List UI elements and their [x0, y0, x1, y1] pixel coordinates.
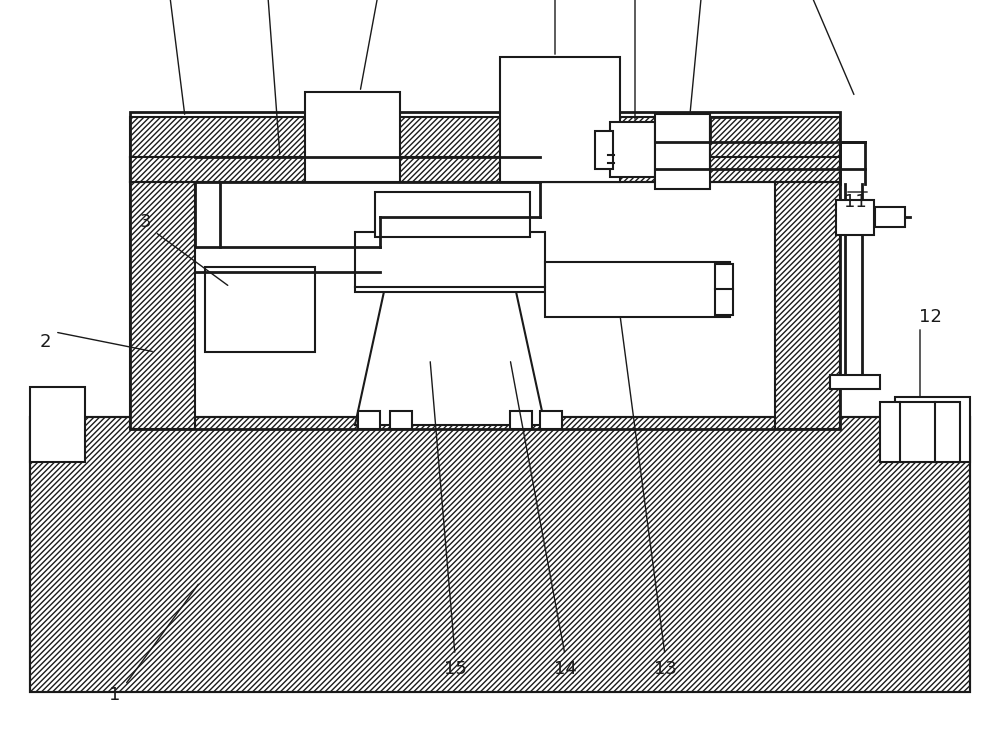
- Bar: [375, 192, 530, 237]
- Text: 11: 11: [844, 193, 866, 211]
- Bar: [540, 411, 562, 429]
- Text: 3: 3: [139, 213, 151, 231]
- Bar: [390, 411, 412, 429]
- Bar: [355, 232, 545, 292]
- Bar: [358, 411, 380, 429]
- Bar: [30, 417, 970, 692]
- Bar: [130, 117, 840, 182]
- Text: 1: 1: [109, 686, 121, 704]
- Bar: [205, 267, 315, 352]
- Bar: [880, 402, 960, 462]
- Bar: [130, 112, 840, 429]
- Polygon shape: [355, 287, 545, 425]
- Text: 14: 14: [554, 660, 576, 678]
- Bar: [500, 57, 620, 182]
- Text: 13: 13: [654, 660, 676, 678]
- Bar: [836, 200, 874, 235]
- Text: 12: 12: [919, 308, 941, 326]
- Bar: [775, 157, 840, 429]
- Bar: [875, 207, 905, 227]
- Bar: [715, 264, 733, 315]
- Text: 2: 2: [39, 333, 51, 351]
- Bar: [130, 157, 195, 429]
- Bar: [30, 387, 85, 462]
- Bar: [655, 114, 710, 189]
- Bar: [305, 92, 400, 182]
- Bar: [545, 262, 730, 317]
- Bar: [895, 397, 970, 462]
- Bar: [610, 122, 655, 177]
- Bar: [830, 375, 880, 389]
- Bar: [595, 131, 613, 169]
- Bar: [30, 417, 970, 692]
- Text: 15: 15: [444, 660, 466, 678]
- Bar: [510, 411, 532, 429]
